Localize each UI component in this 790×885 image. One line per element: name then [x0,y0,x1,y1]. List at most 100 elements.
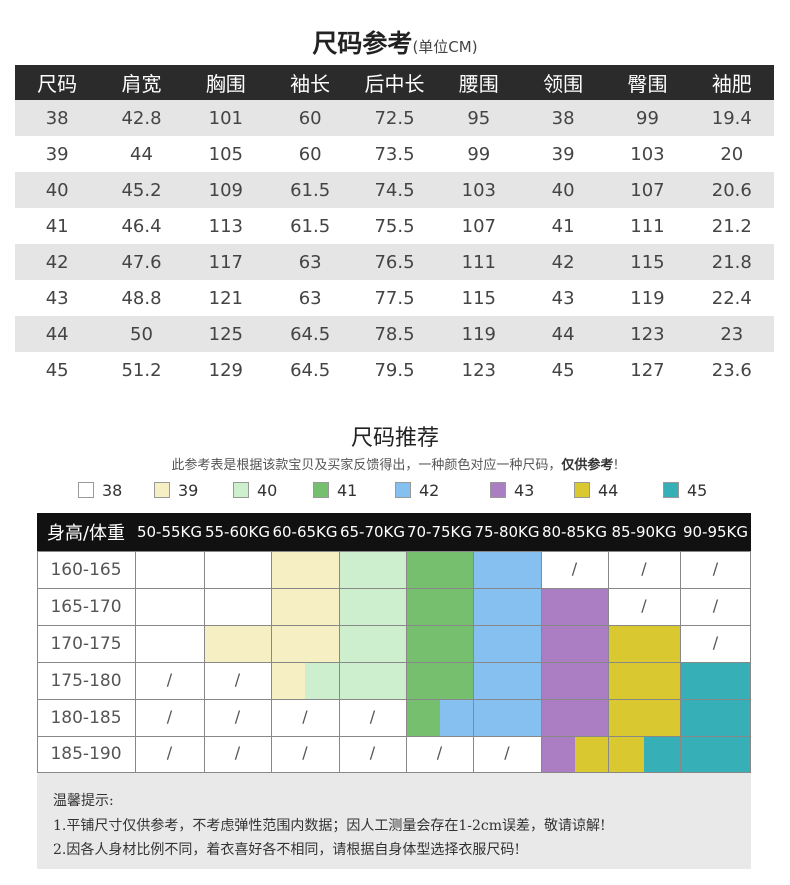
grid-line [37,550,751,552]
notes-panel: 温馨提示: 1.平铺尺寸仅供参考，不考虑弹性范围内数据；因人工测量会存在1-2c… [37,773,751,869]
weight-header: 80-85KG [541,513,608,551]
not-recommended-mark: / [166,706,173,726]
height-label: 170-175 [50,633,122,654]
grid-line [135,551,136,772]
size-fill-45 [680,699,751,736]
legend-swatch [663,482,679,498]
size-chart-cell: 21.8 [689,244,774,280]
weight-header: 75-80KG [473,513,541,551]
weight-header: 70-75KG [406,513,473,551]
size-chart-cell: 61.5 [267,172,353,208]
size-chart-header-3: 袖长 [267,65,353,100]
legend-item-41: 41 [313,480,357,500]
size-chart-cell: 42 [520,244,606,280]
size-chart-cell: 45 [551,359,575,381]
size-fill-43 [541,625,608,662]
size-fill-44 [608,736,644,772]
height-label: 175-180 [50,670,122,691]
size-chart-row: 40 45.2 109 61.5 74.5 103 40 107 20.6 [15,172,774,208]
legend-item-43: 43 [490,480,534,500]
size-chart-row: 42 47.6 117 63 76.5 111 42 115 21.8 [15,244,774,280]
legend-item-40: 40 [233,480,277,500]
not-recommended-mark: / [234,743,241,762]
legend-label: 41 [337,480,358,500]
size-chart-cell: 117 [183,244,268,280]
size-chart-cell: 45.2 [99,172,184,208]
size-chart-cell: 42 [15,244,100,280]
legend-swatch [574,482,590,498]
height-label: 180-185 [50,707,122,728]
size-chart-cell: 41 [551,215,575,237]
size-chart-cell: 38 [520,100,606,136]
size-chart-cell: 64.5 [267,316,353,352]
size-chart-cell: 99 [605,100,690,136]
size-fill-43 [541,662,608,699]
legend-label: 40 [257,480,278,500]
size-fill-41 [406,625,473,662]
legend-label: 45 [687,480,708,500]
size-chart-header-4: 后中长 [352,65,437,100]
size-chart-cell: 38 [15,100,100,136]
notes-line-1: 1.平铺尺寸仅供参考，不考虑弹性范围内数据；因人工测量会存在1-2cm误差，敬请… [53,818,606,834]
legend-swatch [313,482,329,498]
size-chart-cell: 43 [551,287,575,309]
grid-line [37,735,751,737]
legend-item-38: 38 [78,480,122,500]
size-fill-44 [608,699,680,736]
legend-swatch [154,482,170,498]
notes-line-2: 2.因各人身材比例不同，着衣喜好各不相同，请根据自身体型选择衣服尺码! [53,842,520,858]
size-chart-cell: 64.5 [290,359,331,381]
grid-line [271,551,272,772]
recommend-subtitle-text: 此参考表是根据该款宝贝及买家反馈得出，一种颜色对应一种尺码， [171,458,562,473]
legend-swatch [78,482,94,498]
size-chart-header-2: 胸围 [183,65,268,100]
size-chart-cell: 125 [183,316,268,352]
grid-line [37,587,751,589]
size-fill-44 [608,625,680,662]
size-chart-cell: 78.5 [352,316,437,352]
not-recommended-mark: / [234,669,241,689]
size-chart-header-6: 领围 [520,65,606,100]
size-chart-cell: 44 [15,316,100,352]
size-chart-cell: 41 [45,215,69,237]
size-chart-unit: (单位CM) [412,38,478,56]
size-chart-cell: 47.6 [99,244,184,280]
grid-line [406,551,407,772]
size-fill-42 [473,551,541,588]
size-fill-39 [204,625,271,662]
size-fill-40 [339,588,406,625]
grid-line [608,551,609,772]
notes-heading: 温馨提示: [53,793,114,809]
legend-swatch [490,482,506,498]
size-chart-cell: 119 [630,287,665,309]
legend-label: 38 [102,480,123,500]
grid-line [37,771,751,773]
size-chart-cell: 60 [298,143,322,165]
size-fill-39 [271,625,339,662]
size-chart-cell: 39 [551,143,575,165]
size-chart-title: 尺码参考 [312,29,413,58]
size-fill-42 [473,699,541,736]
weight-header: 85-90KG [608,513,680,551]
grid-line [37,661,751,663]
size-chart-cell: 40 [15,172,100,208]
grid-line [339,551,340,772]
size-chart-cell: 76.5 [352,244,437,280]
size-chart-header-7: 臀围 [605,65,690,100]
size-chart-cell: 113 [208,215,243,237]
size-chart-row: 45 51.2 129 64.5 79.5 123 45 127 23.6 [15,352,774,388]
size-chart-header-row: 尺码 肩宽 胸围 袖长 后中长 腰围 领围 臀围 袖肥 [15,65,774,100]
size-chart-cell: 20 [720,143,744,165]
size-chart-row: 43 48.8 121 63 77.5 115 43 119 22.4 [15,280,774,316]
not-recommended-mark: / [369,743,376,762]
size-chart-cell: 115 [605,244,690,280]
size-chart-cell: 123 [461,359,496,381]
not-recommended-mark: / [504,743,510,762]
size-fill-38 [135,625,204,662]
size-chart-row: 38 42.8 101 60 72.5 95 38 99 19.4 [15,100,774,136]
size-fill-38 [135,588,204,625]
size-chart-cell: 23 [689,316,774,352]
legend-label: 44 [598,480,619,500]
size-fill-43 [541,699,608,736]
weight-header: 60-65KG [271,513,339,551]
